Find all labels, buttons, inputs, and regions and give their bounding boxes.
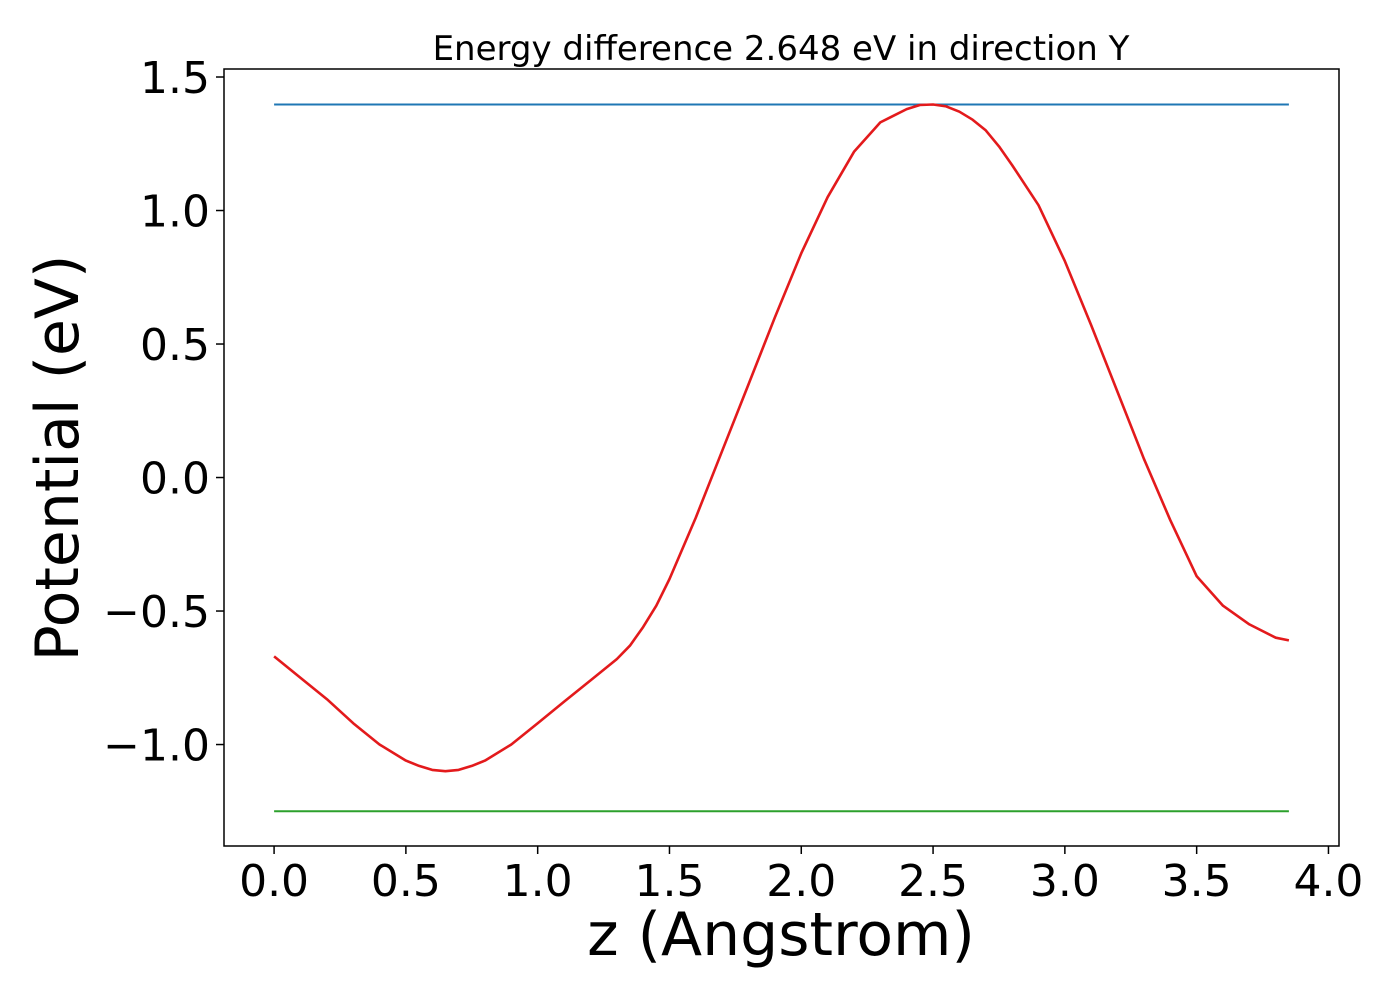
x-tick-label: 1.5 <box>634 856 704 907</box>
y-tick-label: 1.0 <box>140 187 210 238</box>
y-tick-label: −1.0 <box>103 721 210 772</box>
x-tick-label: 2.0 <box>766 856 836 907</box>
x-tick-label: 4.0 <box>1293 856 1363 907</box>
x-tick-label: 0.0 <box>239 856 309 907</box>
series-layer <box>273 103 1290 813</box>
y-tick-label: −0.5 <box>103 587 210 638</box>
x-axis-ticks: 0.0 0.5 1.0 1.5 2.0 2.5 3.0 3.5 4.0 <box>239 846 1363 907</box>
plot-frame <box>223 68 1340 847</box>
x-tick-label: 1.0 <box>503 856 573 907</box>
y-axis-ticks: −1.0 −0.5 0.0 0.5 1.0 1.5 <box>103 53 224 772</box>
x-tick-label: 3.5 <box>1162 856 1232 907</box>
x-axis-label: z (Angstrom) <box>587 900 975 970</box>
x-tick-label: 3.0 <box>1030 856 1100 907</box>
x-tick-label: 0.5 <box>371 856 441 907</box>
y-tick-label: 0.5 <box>140 320 210 371</box>
y-axis-label: Potential (eV) <box>23 255 93 662</box>
chart-title: Energy difference 2.648 eV in direction … <box>433 29 1130 69</box>
series-line-potential <box>273 103 1290 773</box>
x-tick-label: 2.5 <box>898 856 968 907</box>
y-tick-label: 0.0 <box>140 454 210 505</box>
y-tick-label: 1.5 <box>140 53 210 104</box>
